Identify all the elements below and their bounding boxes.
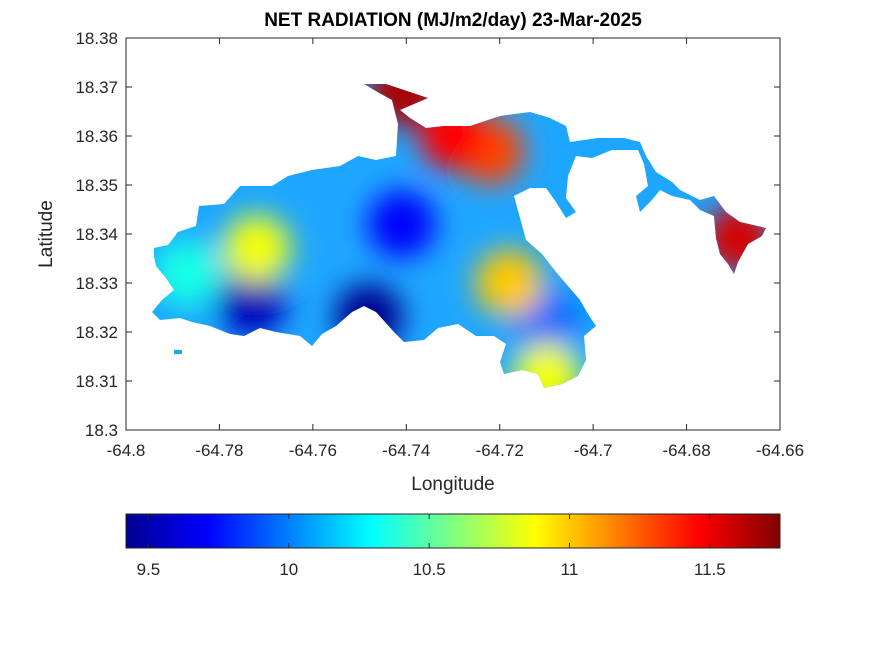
y-tick-label-0: 18.3 — [85, 421, 118, 440]
x-tick-label-4: -64.72 — [476, 441, 524, 460]
colorbar-tick-label-3: 11 — [561, 560, 579, 579]
x-tick-label-0: -64.8 — [107, 441, 146, 460]
hotspot-11 — [512, 342, 581, 388]
y-tick-label-5: 18.35 — [75, 176, 118, 195]
colorbar-tick-label-2: 10.5 — [413, 560, 446, 579]
x-tick-label-3: -64.74 — [382, 441, 430, 460]
x-axis-label: Longitude — [411, 474, 494, 495]
y-tick-label-4: 18.34 — [75, 225, 118, 244]
y-tick-label-6: 18.36 — [75, 127, 118, 146]
y-axis-label: Latitude — [36, 200, 57, 268]
colorbar-tick-label-1: 10 — [279, 560, 298, 579]
y-tick-label-7: 18.37 — [75, 78, 118, 97]
x-tick-label-1: -64.78 — [195, 441, 243, 460]
x-tick-label-7: -64.66 — [756, 441, 804, 460]
hotspot-3 — [222, 214, 291, 283]
hotspot-0 — [218, 268, 287, 337]
colorbar-scale — [125, 513, 781, 549]
x-tick-label-6: -64.68 — [662, 441, 710, 460]
chart-title: NET RADIATION (MJ/m2/day) 23-Mar-2025 — [264, 10, 642, 31]
y-tick-label-3: 18.33 — [75, 274, 118, 293]
y-tick-label-2: 18.32 — [75, 323, 118, 342]
x-tick-label-2: -64.76 — [289, 441, 337, 460]
colorbar-ticks: 9.5 10 10.5 11 11.5 — [137, 514, 726, 579]
colorbar: 9.5 10 10.5 11 11.5 — [125, 513, 781, 579]
y-tick-label-8: 18.38 — [75, 29, 118, 48]
colorbar-tick-label-0: 9.5 — [137, 560, 161, 579]
x-axis: -64.8 -64.78 -64.76 -64.74 -64.72 -64.7 -64.68… — [107, 38, 804, 460]
y-tick-label-1: 18.31 — [75, 372, 118, 391]
hotspot-10 — [475, 249, 544, 317]
y-axis: 18.3 18.31 18.32 18.33 18.34 18.35 18.36 18.37 1… — [75, 29, 780, 440]
hotspot-2 — [367, 190, 436, 259]
colorbar-tick-label-4: 11.5 — [694, 560, 726, 579]
x-tick-label-5: -64.7 — [574, 441, 613, 460]
